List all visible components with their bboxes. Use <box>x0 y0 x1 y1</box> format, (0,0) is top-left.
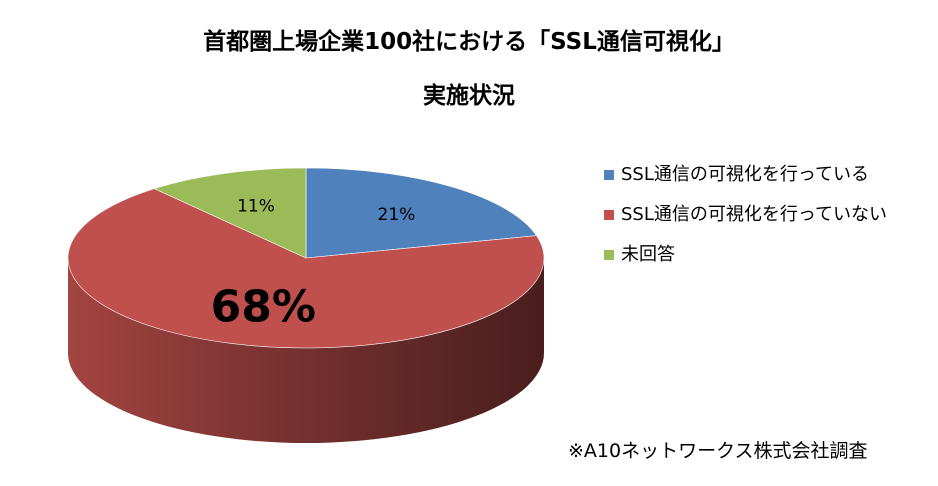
chart-title: 首都圏上場企業100社における「SSL通信可視化」 <box>203 29 735 55</box>
legend-item-not-visualizing: SSL通信の可視化を行っていない <box>604 199 924 230</box>
pie-side-not-visualizing <box>68 258 544 443</box>
data-label-not-visualizing: 68% <box>211 282 316 333</box>
legend-label-no-answer: 未回答 <box>621 244 675 265</box>
legend-item-visualizing: SSL通信の可視化を行っている <box>604 159 924 190</box>
pie-slice-not-visualizing <box>67 188 545 349</box>
pie-slice-visualizing <box>305 167 538 259</box>
legend-swatch-not-visualizing <box>604 210 614 220</box>
pie-slice-no-answer <box>153 167 307 259</box>
data-label-no-answer: 11% <box>237 196 275 216</box>
chart-subtitle: 実施状況 <box>423 83 515 109</box>
legend-label-visualizing: SSL通信の可視化を行っている <box>621 164 869 185</box>
source-note: ※A10ネットワークス株式会社調査 <box>568 440 868 462</box>
data-label-visualizing: 21% <box>378 205 416 225</box>
legend-label-not-visualizing: SSL通信の可視化を行っていない <box>621 204 887 225</box>
legend: SSL通信の可視化を行っている SSL通信の可視化を行っていない 未回答 <box>604 159 924 279</box>
legend-swatch-no-answer <box>604 250 614 260</box>
legend-item-no-answer: 未回答 <box>604 239 924 270</box>
legend-swatch-visualizing <box>604 170 614 180</box>
